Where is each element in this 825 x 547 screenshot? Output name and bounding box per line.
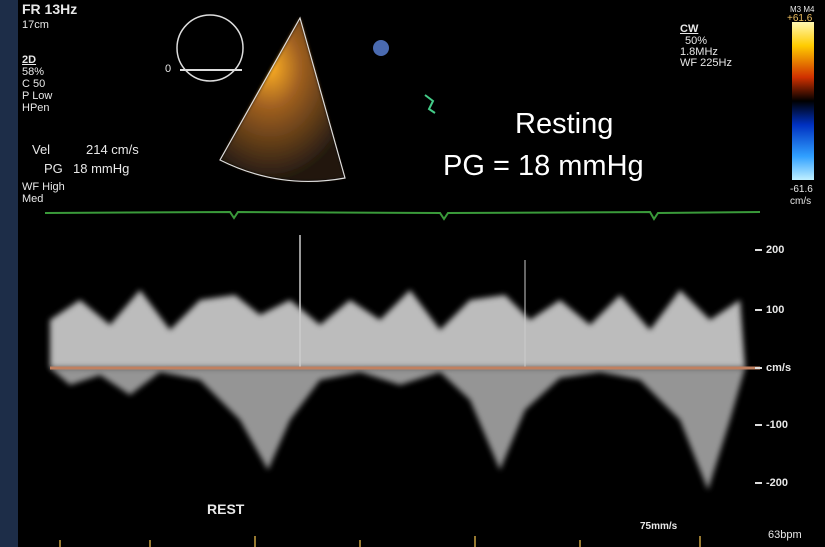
color-min: -61.6	[790, 184, 813, 195]
angle-marker: 0	[165, 64, 171, 75]
scale-label: 200	[766, 245, 784, 256]
scale-label: 100	[766, 305, 784, 316]
pg-value: 18 mmHg	[73, 163, 129, 174]
power: P Low	[22, 91, 52, 102]
frame-rate: FR 13Hz	[22, 4, 77, 15]
heart-rate: 63bpm	[768, 530, 802, 541]
harmonic: HPen	[22, 103, 50, 114]
scale-label: -200	[766, 478, 788, 489]
scale-setting: Med	[22, 194, 43, 205]
scale-label: cm/s	[766, 363, 791, 374]
annotation-line1: Resting	[515, 108, 613, 140]
compression: C 50	[22, 79, 45, 90]
cw-wall-filter: WF 225Hz	[680, 58, 732, 69]
color-max: +61.6	[787, 13, 812, 24]
annotation-line2: PG = 18 mmHg	[443, 150, 644, 182]
color-bar	[792, 22, 814, 180]
echo-image	[0, 0, 825, 547]
scale-label: -100	[766, 420, 788, 431]
mode-2d: 2D	[22, 55, 36, 66]
vel-value: 214 cm/s	[86, 144, 139, 155]
wall-filter: WF High	[22, 182, 65, 193]
probe-icon	[373, 40, 389, 56]
color-unit: cm/s	[790, 196, 811, 207]
sweep-speed: 75mm/s	[640, 521, 677, 532]
rest-label: REST	[207, 504, 244, 515]
gain: 58%	[22, 67, 44, 78]
cw-mode: CW	[680, 24, 698, 35]
depth: 17cm	[22, 20, 49, 31]
pg-label: PG	[44, 163, 63, 174]
vel-label: Vel	[32, 144, 50, 155]
screen: FR 13Hz 17cm 2D 58% C 50 P Low HPen Vel …	[0, 0, 825, 547]
